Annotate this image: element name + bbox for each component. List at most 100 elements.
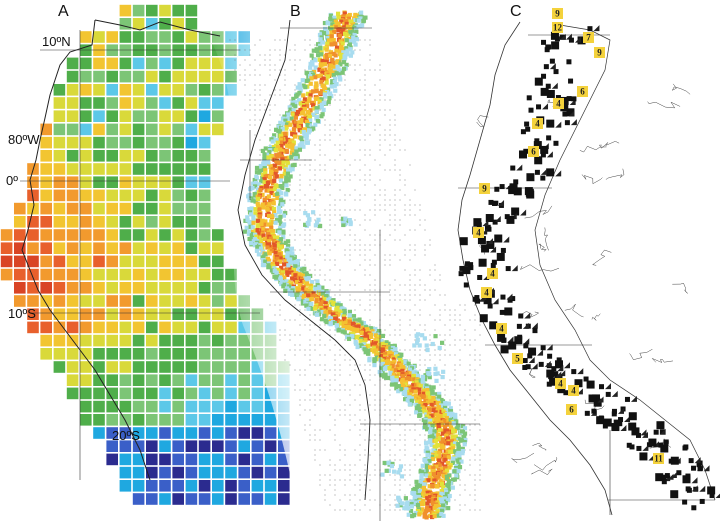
habitat-cell [274,183,279,189]
stipple-dot [344,149,346,151]
stipple-dot [344,129,346,131]
habitat-cell [309,301,314,307]
species-range-marker [624,416,631,423]
habitat-cell [322,26,328,32]
species-range-cell [560,96,569,105]
habitat-cell [442,492,447,497]
habitat-cell [312,306,318,311]
species-range-cell [571,96,577,102]
habitat-cell [453,412,458,418]
habitat-cell [298,88,303,93]
habitat-cell [417,343,422,348]
stipple-dot [334,479,336,481]
stipple-dot [369,179,371,181]
habitat-cell [326,38,332,43]
habitat-cell [273,220,278,225]
habitat-cell [321,31,327,36]
habitat-cell [422,482,427,487]
richness-cell [132,18,145,30]
habitat-cell [331,38,336,43]
stipple-dot [269,59,271,61]
stipple-dot [284,334,286,336]
richness-cell [53,255,66,268]
habitat-cell [290,292,295,297]
stipple-dot [234,49,236,51]
habitat-cell [407,395,412,401]
species-range-marker [482,220,489,227]
habitat-cell [302,106,308,112]
stipple-dot [404,454,406,456]
species-range-marker [597,396,604,403]
species-range-cell [525,364,531,370]
richness-cell [106,427,118,439]
habitat-cell [304,303,309,308]
richness-cell [238,414,250,426]
richness-cell [80,374,92,386]
habitat-cell [430,341,435,347]
habitat-cell [319,73,324,78]
stipple-dot [339,109,341,111]
habitat-cell [347,42,352,47]
habitat-cell [254,170,260,175]
habitat-cell [427,494,433,500]
habitat-cell [426,478,431,483]
habitat-cell [297,292,302,297]
habitat-cell [406,512,411,517]
stipple-dot [409,334,411,336]
stipple-dot [314,179,316,181]
habitat-cell [329,42,334,47]
stipple-dot [394,134,396,136]
species-range-marker [555,121,562,128]
stipple-dot [274,304,276,306]
habitat-cell [325,41,330,46]
stipple-dot [259,109,261,111]
stipple-dot [369,244,371,246]
habitat-cell [332,41,337,46]
stipple-dot [284,94,286,96]
stipple-dot [259,119,261,121]
richness-cell [132,176,145,188]
stipple-dot [264,84,266,86]
stipple-dot [464,309,466,311]
richness-cell [106,387,118,400]
habitat-cell [329,316,334,321]
habitat-cell [275,218,280,223]
stipple-dot [334,494,336,496]
stipple-dot [429,359,431,361]
habitat-cell [263,219,268,224]
species-range-cell [526,173,535,182]
stipple-dot [364,219,366,221]
stipple-dot [379,69,381,71]
stipple-dot [319,144,321,146]
stipple-dot [389,294,391,296]
stipple-dot [344,169,346,171]
habitat-cell [313,75,318,80]
stipple-dot [359,264,361,266]
stipple-dot [334,239,336,241]
habitat-cell [278,178,284,183]
stipple-dot [309,39,311,41]
habitat-cell [271,201,276,206]
species-range-cell [639,452,648,461]
stipple-dot [334,199,336,201]
richness-cell [172,387,184,400]
habitat-cell [423,399,428,404]
stipple-dot [404,474,406,476]
stipple-dot [339,294,341,296]
habitat-cell [433,416,439,422]
habitat-cell [286,168,291,174]
habitat-cell [443,441,448,446]
stipple-dot [304,349,306,351]
stipple-dot [364,69,366,71]
river-line [581,174,603,185]
species-range-marker [490,246,497,253]
habitat-cell [429,403,434,408]
richness-cell [119,321,132,334]
habitat-cell [283,135,288,140]
habitat-cell [448,463,453,468]
habitat-cell [324,52,330,57]
stipple-dot [444,339,446,341]
stipple-dot [334,144,336,146]
habitat-cell [345,48,350,53]
stipple-dot [434,319,436,321]
